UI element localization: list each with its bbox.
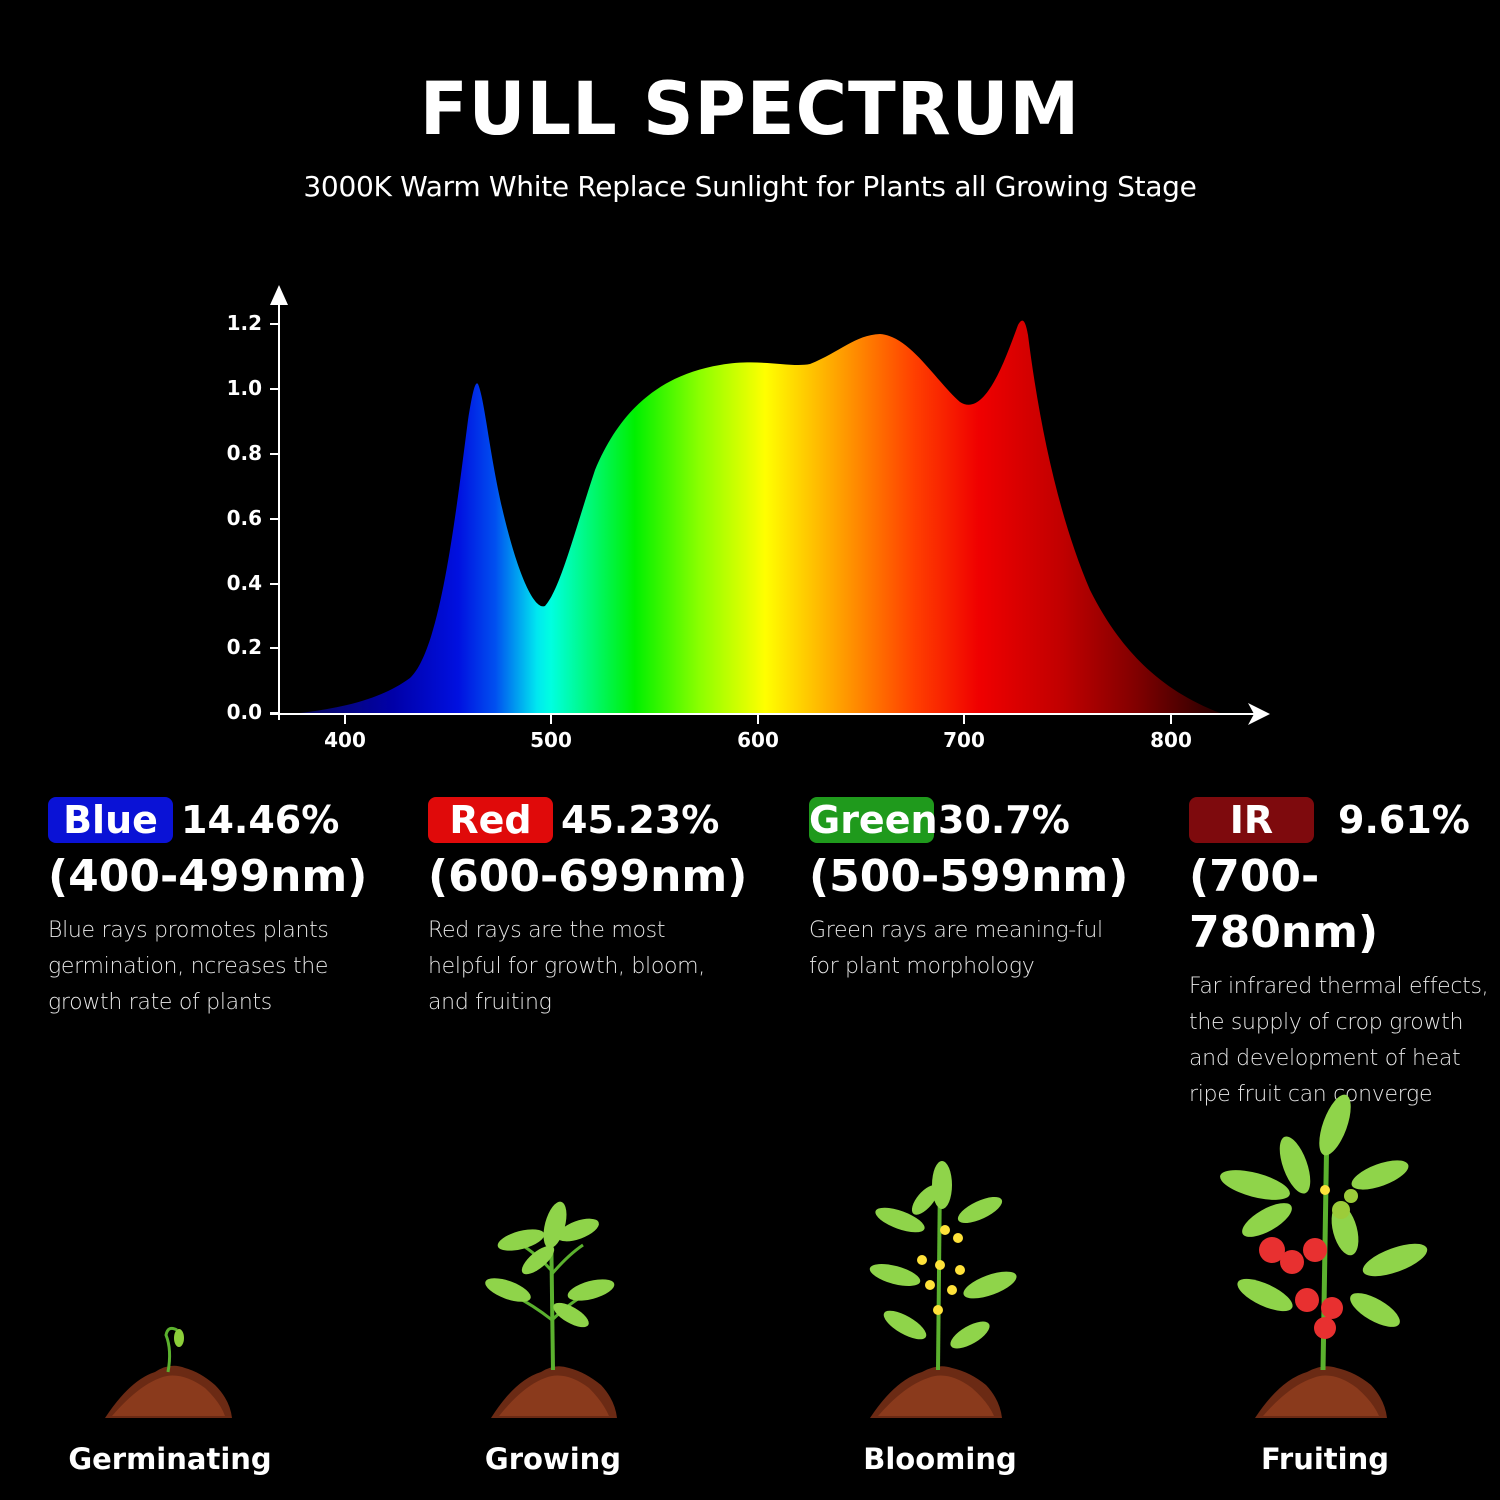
band-percent: 30.7%: [938, 798, 1070, 842]
band-description: Blue rays promotes plants germination, n…: [48, 918, 329, 1015]
seedling-sprout-icon: [105, 1326, 232, 1418]
band-description: Red rays are the most helpful for growth…: [428, 918, 705, 1015]
stage-germinating: Germinating: [20, 1080, 320, 1500]
page-title: FULL SPECTRUM: [419, 65, 1081, 153]
band-green: Green 30.7% (500-599nm) Green rays are m…: [809, 795, 1139, 985]
band-range: (500-599nm): [809, 851, 1129, 902]
young-plant-icon: [485, 1201, 617, 1418]
band-badge-ir: IR: [1189, 797, 1314, 843]
y-tick-label: 0.4: [226, 571, 262, 595]
band-range: (700-780nm): [1189, 851, 1379, 958]
band-badge-green: Green: [809, 797, 938, 843]
band-description: Green rays are meaning-ful for plant mor…: [809, 918, 1103, 979]
tomato-plant-icon: [1220, 1094, 1428, 1418]
x-tick-label: 800: [1150, 728, 1192, 752]
spectrum-plot: [270, 285, 1270, 725]
y-tick-marks: [270, 323, 279, 714]
band-badge-red: Red: [428, 797, 553, 843]
x-tick-marks: [344, 714, 1172, 724]
band-ir: IR 9.61% (700-780nm) Far infrared therma…: [1189, 795, 1489, 1113]
stage-label: Fruiting: [1260, 1442, 1390, 1476]
stage-blooming: Blooming: [790, 1080, 1090, 1500]
band-red: Red 45.23% (600-699nm) Red rays are the …: [428, 795, 758, 1021]
y-tick-label: 0.8: [226, 441, 262, 465]
stage-label: Germinating: [68, 1442, 272, 1476]
spectrum-chart: 0.0 0.2 0.4 0.6 0.8 1.0 1.2 400 500 600 …: [226, 285, 1270, 752]
x-tick-label: 500: [530, 728, 572, 752]
page-subtitle: 3000K Warm White Replace Sunlight for Pl…: [303, 170, 1197, 203]
y-tick-label: 0.0: [226, 700, 262, 724]
x-tick-label: 600: [737, 728, 779, 752]
band-percent: 9.61%: [1338, 798, 1470, 842]
stage-growing: Growing: [403, 1080, 703, 1500]
x-tick-label: 400: [324, 728, 366, 752]
stage-label: Growing: [484, 1442, 622, 1476]
band-description: Far infrared thermal effects, the supply…: [1189, 974, 1489, 1107]
y-tick-label: 0.6: [226, 506, 262, 530]
x-axis-arrow-icon: [1248, 703, 1270, 725]
band-badge-blue: Blue: [48, 797, 173, 843]
band-range: (400-499nm): [48, 851, 368, 902]
spectrum-area: [300, 320, 1220, 713]
stage-label: Blooming: [863, 1442, 1017, 1476]
stage-fruiting: Fruiting: [1175, 1080, 1475, 1500]
band-percent: 14.46%: [181, 798, 340, 842]
y-axis-arrow-icon: [270, 285, 288, 305]
y-tick-label: 1.0: [226, 376, 262, 400]
flowering-plant-icon: [869, 1161, 1017, 1418]
band-range: (600-699nm): [428, 851, 748, 902]
y-tick-label: 0.2: [226, 635, 262, 659]
band-blue: Blue 14.46% (400-499nm) Blue rays promot…: [48, 795, 378, 1021]
band-percent: 45.23%: [561, 798, 720, 842]
x-tick-label: 700: [943, 728, 985, 752]
y-tick-label: 1.2: [226, 311, 262, 335]
